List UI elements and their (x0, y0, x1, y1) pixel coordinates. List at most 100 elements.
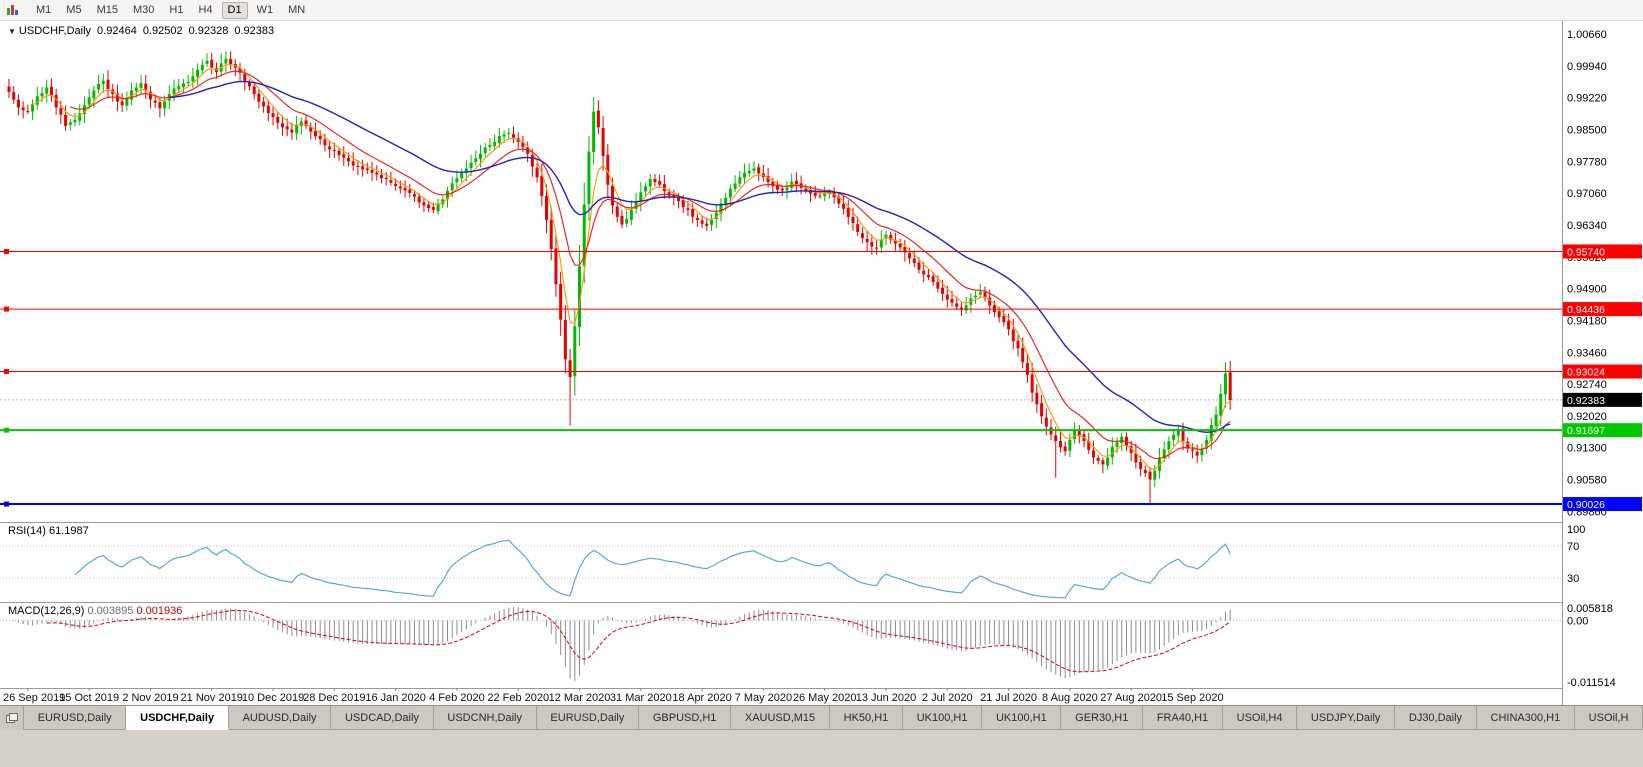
chart-tab[interactable]: GER30,H1 (1061, 706, 1144, 730)
timeframe-button-m1[interactable]: M1 (36, 3, 52, 16)
chart-tab[interactable]: GBPUSD,H1 (639, 706, 732, 730)
macd-axis-label: 0.00 (1567, 615, 1588, 627)
chart-tab[interactable]: UK100,H1 (982, 706, 1062, 730)
hline-handle[interactable] (4, 306, 9, 312)
ohlc-open: 0.92464 (97, 25, 137, 37)
time-axis-label: 15 Sep 2020 (1161, 692, 1223, 704)
time-axis-label: 27 Aug 2020 (1100, 692, 1162, 704)
timeframe-buttons: M1 M5 M15 M30 H1 H4 D1 W1 MN (30, 1, 311, 19)
chart-tab[interactable]: USDCNH,Daily (433, 706, 537, 730)
chart-tabs: EURUSD,Daily USDCHF,Daily AUDUSD,Daily USDC… (0, 706, 1643, 730)
window-list-icon[interactable] (0, 706, 24, 730)
timeframe-button-h1[interactable]: H1 (169, 3, 184, 16)
price-tick-label: 0.94900 (1567, 284, 1607, 296)
charts-toolbar-icon[interactable] (0, 0, 26, 20)
chart-title: ▼ USDCHF,Daily 0.92464 0.92502 0.92328 0.9238… (8, 25, 280, 37)
horizontal-line-objects[interactable] (0, 248, 1562, 507)
svg-text:0.91697: 0.91697 (1567, 425, 1605, 437)
svg-text:0.92383: 0.92383 (1567, 395, 1605, 407)
price-tick-label: 0.92020 (1567, 411, 1607, 423)
price-tick-label: 0.97060 (1567, 188, 1607, 200)
macd-signal-line (46, 609, 1231, 673)
hline-price-tag: 0.95740 (1563, 244, 1642, 259)
time-axis-label: 15 Oct 2019 (59, 692, 119, 704)
time-axis-label: 26 May 2020 (793, 692, 857, 704)
hline-handle[interactable] (4, 248, 9, 254)
chart-tab[interactable]: USDCAD,Daily (331, 706, 434, 730)
timeframe-button-m15[interactable]: M15 (96, 3, 118, 16)
chart-tab-bar: EURUSD,Daily USDCHF,Daily AUDUSD,Daily USDC… (0, 705, 1643, 767)
chart-tab[interactable]: USOil,H (1574, 706, 1643, 730)
macd-axis-label: 0.005818 (1567, 603, 1613, 615)
timeframe-button-m5[interactable]: M5 (66, 3, 82, 16)
ohlc-low: 0.92328 (188, 25, 229, 37)
hline-handle[interactable] (4, 369, 9, 375)
ohlc-high: 0.92502 (142, 25, 183, 37)
macd-signal-value: 0.001936 (136, 605, 183, 617)
price-tick-label: 0.93460 (1567, 347, 1607, 359)
timeframe-button-mn[interactable]: MN (288, 3, 306, 16)
ma-line-34 (169, 80, 1231, 434)
hline-handle[interactable] (4, 427, 9, 433)
timeframe-button-w1[interactable]: W1 (256, 3, 274, 16)
hline-price-tag: 0.93024 (1563, 364, 1642, 379)
hline-handle[interactable] (4, 501, 9, 507)
svg-text:0.93024: 0.93024 (1567, 367, 1605, 379)
chart-tab[interactable]: HK50,H1 (829, 706, 903, 730)
time-axis-label: 21 Nov 2019 (181, 692, 243, 704)
macd-histogram (13, 607, 1231, 681)
chart-tab[interactable]: AUDUSD,Daily (228, 706, 332, 730)
timeframe-button-h4[interactable]: H4 (198, 3, 213, 16)
time-axis-label: 31 Mar 2020 (610, 692, 672, 704)
time-axis-label: 18 Apr 2020 (672, 692, 731, 704)
chart-background[interactable] (0, 21, 1643, 705)
chart-tab[interactable]: DJ30,Daily (1395, 706, 1477, 730)
chart-tab[interactable]: USDCHF,Daily (126, 706, 229, 730)
price-tick-label: 0.94180 (1567, 315, 1607, 327)
price-tick-label: 0.99940 (1567, 61, 1607, 73)
chart-tab[interactable]: UK100,H1 (903, 706, 983, 730)
chart-symbol-period: USDCHF,Daily (18, 25, 92, 37)
chart-menu-arrow-icon[interactable]: ▼ (8, 27, 16, 36)
hline-price-tag: 0.94436 (1563, 302, 1642, 317)
current-price-tag: 0.92383 (1563, 392, 1642, 407)
time-axis-label: 2 Nov 2019 (122, 692, 178, 704)
chart-tab[interactable]: EURUSD,Daily (24, 706, 127, 730)
price-tick-label: 0.99220 (1567, 93, 1607, 105)
price-tick-label: 0.92740 (1567, 379, 1607, 391)
time-axis-label: 21 Jul 2020 (980, 692, 1037, 704)
rsi-axis-label: 100 (1567, 524, 1585, 536)
time-axis-label: 13 Jun 2020 (856, 692, 917, 704)
hline-price-tag: 0.91697 (1563, 423, 1642, 438)
macd-name: MACD(12,26,9) (8, 605, 85, 617)
chart-tab[interactable]: FRA40,H1 (1143, 706, 1223, 730)
rsi-axis-label: 70 (1567, 541, 1579, 553)
macd-main-value: 0.003895 (87, 605, 134, 617)
rsi-axis-label: 30 (1567, 573, 1579, 585)
chart-tab[interactable]: XAUUSD,M15 (731, 706, 830, 730)
time-axis-label: 7 May 2020 (735, 692, 792, 704)
svg-text:0.90026: 0.90026 (1567, 499, 1605, 511)
svg-text:0.94436: 0.94436 (1567, 304, 1605, 316)
price-tick-label: 1.00660 (1567, 29, 1607, 41)
chart-tab[interactable]: EURUSD,Daily (536, 706, 640, 730)
time-axis-label: 12 Mar 2020 (549, 692, 611, 704)
rsi-pane-label: RSI(14) 61.1987 (8, 525, 89, 537)
time-axis-label: 2 Jul 2020 (922, 692, 973, 704)
price-axis: 1.00660 0.99940 0.99220 0.98500 0.97780 0.970… (1563, 21, 1643, 705)
price-tick-label: 0.98500 (1567, 124, 1607, 136)
chart-tab[interactable]: USOil,H4 (1222, 706, 1298, 730)
timeframe-button-d1[interactable]: D1 (221, 1, 248, 19)
macd-pane-label: MACD(12,26,9) 0.003895 0.001936 (8, 605, 182, 617)
price-tick-label: 0.91300 (1567, 443, 1607, 455)
timeframe-button-m30[interactable]: M30 (132, 3, 155, 16)
timeframe-toolbar: M1 M5 M15 M30 H1 H4 D1 W1 MN (0, 0, 1643, 21)
time-axis-label: 10 Dec 2019 (242, 692, 304, 704)
chart-tab[interactable]: USDJPY,Daily (1297, 706, 1396, 730)
macd-axis-label: -0.011514 (1567, 677, 1616, 689)
chart-tab[interactable]: CHINA300,H1 (1476, 706, 1575, 730)
price-tick-label: 0.96340 (1567, 220, 1607, 232)
time-axis-label: 22 Feb 2020 (487, 692, 549, 704)
